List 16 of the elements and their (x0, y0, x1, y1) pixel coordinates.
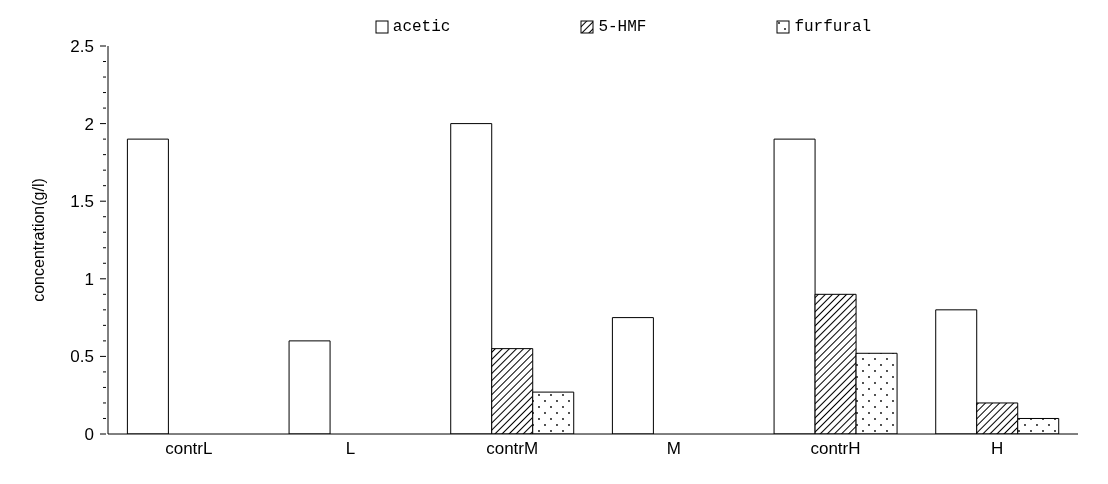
y-tick-label: 0.5 (70, 347, 94, 367)
legend-label: furfural (793, 18, 872, 36)
legend-label: acetic (391, 18, 451, 36)
x-tick-label: L (345, 439, 356, 459)
y-tick-label: 1.5 (70, 192, 94, 212)
x-tick-label: contrL (165, 439, 213, 459)
y-tick-label: 1 (84, 269, 94, 289)
x-tick-label: H (991, 439, 1004, 459)
y-axis-title: concentration(g/l) (29, 178, 47, 302)
legend-label: 5-HMF (597, 18, 647, 36)
x-tick-label: M (666, 439, 681, 459)
y-tick-label: 2.5 (70, 37, 94, 56)
x-tick-label: contrM (486, 439, 539, 459)
y-tick-label: 0 (84, 425, 94, 444)
y-tick-label: 2 (84, 114, 94, 134)
x-tick-label: contrH (810, 439, 861, 459)
